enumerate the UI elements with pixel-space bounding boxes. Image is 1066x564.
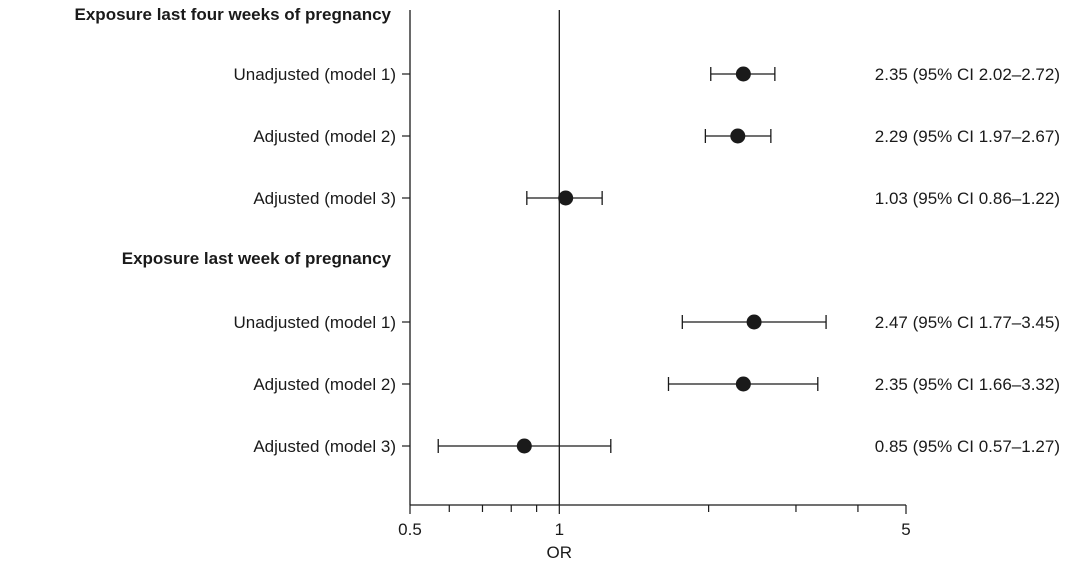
row-label: Adjusted (model 3) <box>253 437 396 456</box>
estimate-annotation: 2.35 (95% CI 1.66–3.32) <box>875 375 1060 394</box>
estimate-annotation: 2.35 (95% CI 2.02–2.72) <box>875 65 1060 84</box>
x-tick-label: 0.5 <box>398 520 422 539</box>
point-estimate <box>735 66 751 82</box>
group-title: Exposure last four weeks of pregnancy <box>75 5 392 24</box>
estimate-annotation: 2.29 (95% CI 1.97–2.67) <box>875 127 1060 146</box>
row-label: Unadjusted (model 1) <box>233 65 396 84</box>
point-estimate <box>558 190 574 206</box>
group-title: Exposure last week of pregnancy <box>122 249 392 268</box>
row-label: Unadjusted (model 1) <box>233 313 396 332</box>
x-tick-label: 5 <box>901 520 910 539</box>
point-estimate <box>746 314 762 330</box>
point-estimate <box>735 376 751 392</box>
estimate-annotation: 0.85 (95% CI 0.57–1.27) <box>875 437 1060 456</box>
estimate-annotation: 1.03 (95% CI 0.86–1.22) <box>875 189 1060 208</box>
row-label: Adjusted (model 2) <box>253 127 396 146</box>
row-label: Adjusted (model 3) <box>253 189 396 208</box>
estimate-annotation: 2.47 (95% CI 1.77–3.45) <box>875 313 1060 332</box>
x-tick-label: 1 <box>555 520 564 539</box>
x-axis-title: OR <box>547 543 573 562</box>
point-estimate <box>730 128 746 144</box>
row-label: Adjusted (model 2) <box>253 375 396 394</box>
point-estimate <box>516 438 532 454</box>
